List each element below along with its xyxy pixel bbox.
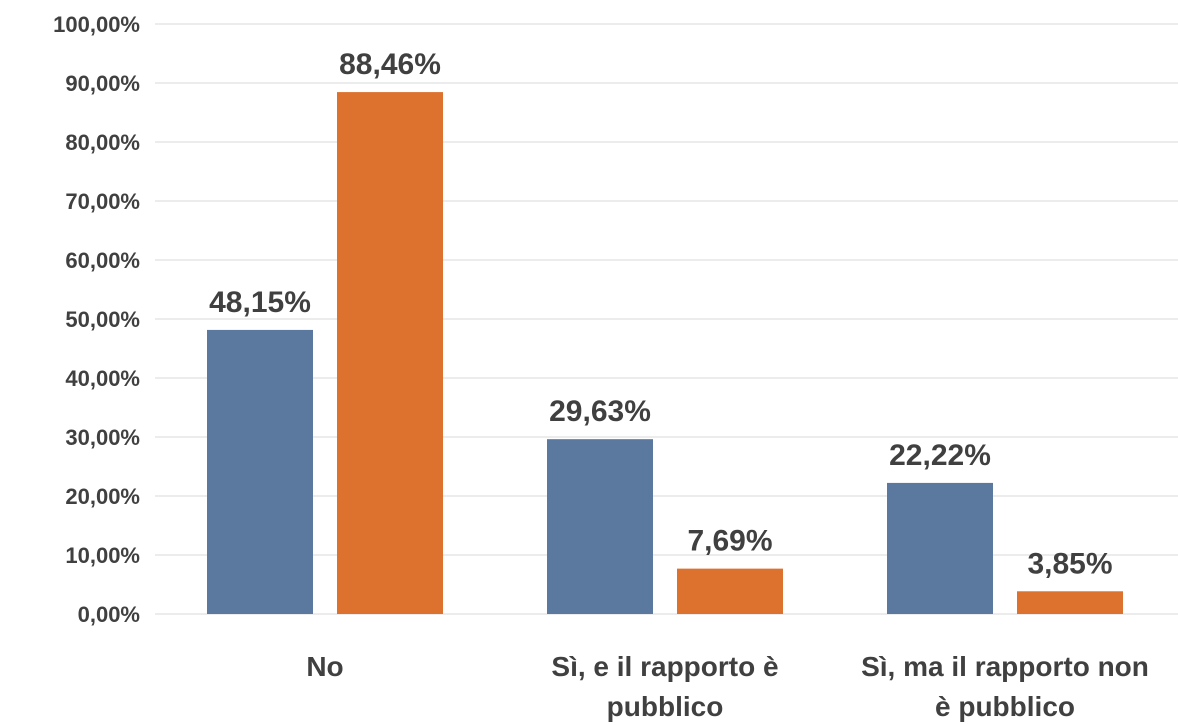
data-label: 3,85% xyxy=(1027,547,1112,580)
y-tick-label: 100,00% xyxy=(53,12,140,37)
y-tick-label: 30,00% xyxy=(65,425,140,450)
y-tick-label: 90,00% xyxy=(65,71,140,96)
bar xyxy=(207,329,313,614)
data-label: 48,15% xyxy=(209,286,311,319)
y-tick-label: 40,00% xyxy=(65,366,140,391)
bar xyxy=(337,92,443,614)
y-tick-label: 20,00% xyxy=(65,484,140,509)
y-tick-label: 70,00% xyxy=(65,189,140,214)
bar xyxy=(677,568,783,614)
x-category-label: è pubblico xyxy=(935,691,1075,722)
y-tick-label: 60,00% xyxy=(65,248,140,273)
data-label: 29,63% xyxy=(549,395,651,428)
x-category-label: Sì, e il rapporto è xyxy=(551,651,778,682)
bar xyxy=(1017,591,1123,614)
y-tick-label: 80,00% xyxy=(65,130,140,155)
y-tick-label: 50,00% xyxy=(65,307,140,332)
x-category-label: Sì, ma il rapporto non xyxy=(861,651,1149,682)
data-label: 22,22% xyxy=(889,439,991,472)
bar xyxy=(887,482,993,614)
data-label: 7,69% xyxy=(687,525,772,558)
y-tick-label: 0,00% xyxy=(78,602,140,627)
y-tick-label: 10,00% xyxy=(65,543,140,568)
x-category-label: pubblico xyxy=(607,691,724,722)
x-category-label: No xyxy=(306,651,343,682)
bar xyxy=(547,439,653,614)
data-label: 88,46% xyxy=(339,48,441,81)
